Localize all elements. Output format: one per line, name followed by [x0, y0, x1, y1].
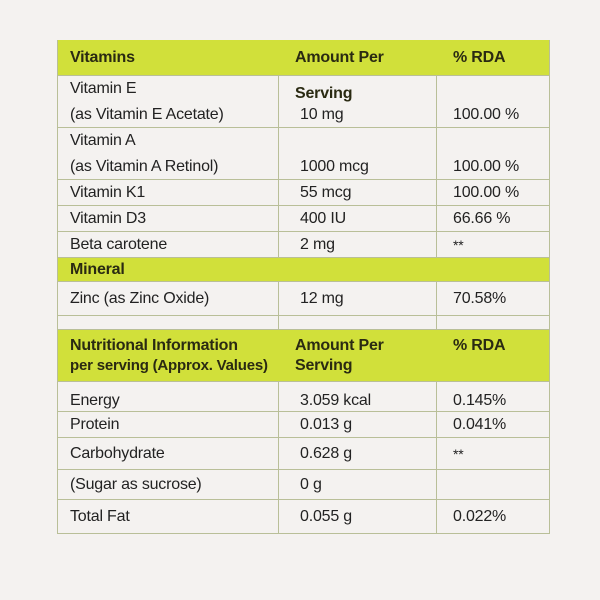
nutrition-label: Vitamins Amount Per Serving % RDA Vitami… — [57, 40, 550, 534]
table-row: (Sugar as sucrose) 0 g — [57, 470, 550, 500]
row-rda: ** — [453, 446, 464, 462]
row-amount: 12 mg — [279, 282, 437, 315]
nutrition-header-name-line2: per serving (Approx. Values) — [70, 357, 268, 374]
table-row: Vitamin K1 55 mcg 100.00 % — [57, 180, 550, 206]
row-name: Total Fat — [58, 500, 279, 533]
row-amount: 10 mg — [300, 106, 344, 123]
row-rda: ** — [453, 237, 464, 253]
table-row: Protein 0.013 g 0.041% — [57, 412, 550, 438]
row-name: Energy — [70, 392, 120, 409]
vitamins-header-amount: Amount Per Serving — [295, 49, 384, 102]
row-amount: 1000 mcg — [300, 158, 369, 175]
row-amount: 0 g — [279, 470, 437, 499]
row-rda: 70.58% — [453, 290, 507, 307]
row-rda: 0.022% — [453, 508, 507, 525]
row-rda: 0.041% — [453, 416, 507, 433]
row-rda: 100.00 % — [453, 184, 520, 201]
table-row: Vitamin E (as Vitamin E Acetate) 10 mg 1… — [57, 76, 550, 128]
row-name: Protein — [58, 412, 279, 437]
mineral-header-row: Mineral — [57, 258, 550, 282]
vitamins-header-rda: % RDA — [453, 49, 506, 66]
vitamins-header-row: Vitamins Amount Per Serving % RDA — [57, 40, 550, 102]
nutrition-header-name-line1: Nutritional Information — [70, 337, 238, 354]
nutrition-header-amount: Amount Per Serving — [295, 337, 384, 374]
table-row: Beta carotene 2 mg ** — [57, 232, 550, 258]
table-row: Vitamin A (as Vitamin A Retinol) 1000 mc… — [57, 128, 550, 180]
nutrition-header-rda: % RDA — [453, 337, 506, 354]
table-row: Energy 3.059 kcal 0.145% — [57, 382, 550, 412]
section-spacer — [57, 316, 550, 330]
row-name-line2: (as Vitamin E Acetate) — [70, 106, 224, 123]
row-amount: 0.013 g — [279, 412, 437, 437]
row-rda: 100.00 % — [453, 158, 520, 175]
nutrition-header-row: Nutritional Information per serving (App… — [57, 330, 550, 382]
row-name-line2: (as Vitamin A Retinol) — [70, 158, 219, 175]
row-rda: 100.00 % — [453, 106, 520, 123]
row-rda — [437, 470, 549, 499]
row-name: Beta carotene — [58, 232, 279, 257]
table-row: Total Fat 0.055 g 0.022% — [57, 500, 550, 534]
table-row: Vitamin D3 400 IU 66.66 % — [57, 206, 550, 232]
row-rda: 0.145% — [453, 392, 507, 409]
row-name: Vitamin K1 — [58, 180, 279, 205]
row-rda: 66.66 % — [453, 210, 511, 227]
row-name-line1: Vitamin E — [70, 80, 137, 97]
row-amount: 3.059 kcal — [300, 392, 371, 409]
row-name: Vitamin D3 — [58, 206, 279, 231]
table-row: Carbohydrate 0.628 g ** — [57, 438, 550, 470]
row-amount: 400 IU — [279, 206, 437, 231]
mineral-header-name: Mineral — [70, 261, 125, 278]
vitamins-header-name: Vitamins — [70, 49, 135, 66]
row-amount: 55 mcg — [279, 180, 437, 205]
row-amount: 0.055 g — [279, 500, 437, 533]
row-amount: 2 mg — [279, 232, 437, 257]
row-name-line1: Vitamin A — [70, 132, 136, 149]
row-amount: 0.628 g — [279, 438, 437, 469]
table-row: Zinc (as Zinc Oxide) 12 mg 70.58% — [57, 282, 550, 316]
row-name: Zinc (as Zinc Oxide) — [58, 282, 279, 315]
row-name: Carbohydrate — [58, 438, 279, 469]
row-name: (Sugar as sucrose) — [58, 470, 279, 499]
